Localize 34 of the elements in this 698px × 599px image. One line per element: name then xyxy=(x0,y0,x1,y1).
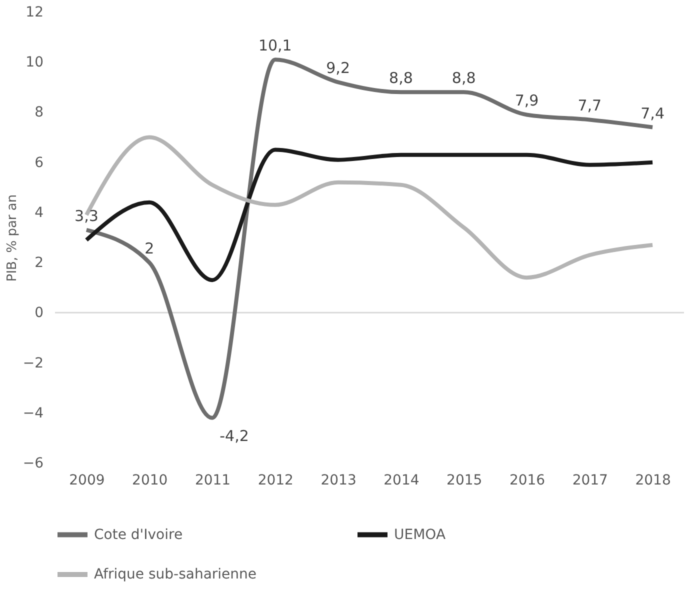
x-tick-label: 2013 xyxy=(320,472,356,488)
y-tick-label: 2 xyxy=(34,255,44,272)
x-tick-label: 2018 xyxy=(635,472,671,488)
data-label: 10,1 xyxy=(258,36,292,55)
data-label: 7,4 xyxy=(640,104,664,122)
data-label: 2 xyxy=(144,240,154,258)
y-tick-label: 0 xyxy=(34,305,44,322)
y-tick-label: −4 xyxy=(22,405,44,422)
data-label: 8,8 xyxy=(389,69,413,88)
y-tick-label: 8 xyxy=(34,104,44,121)
data-label: 7,9 xyxy=(514,92,539,110)
legend-label: Afrique sub-saharienne xyxy=(94,566,257,582)
x-tick-label: 2010 xyxy=(132,472,168,488)
x-tick-label: 2012 xyxy=(258,472,294,488)
x-tick-label: 2009 xyxy=(69,472,105,488)
legend-label: Cote d'Ivoire xyxy=(94,526,183,543)
x-tick-label: 2011 xyxy=(194,472,231,488)
y-tick-label: 10 xyxy=(26,54,44,71)
y-axis-title: PIB, % par an xyxy=(4,194,20,282)
y-tick-label: 6 xyxy=(34,154,44,171)
data-label: 7,7 xyxy=(578,96,602,115)
x-tick-label: 2014 xyxy=(384,472,420,488)
data-label: 8,8 xyxy=(452,69,476,88)
x-tick-label: 2017 xyxy=(572,472,608,488)
y-tick-label: 12 xyxy=(26,4,44,20)
legend-label: UEMOA xyxy=(394,526,446,543)
x-tick-label: 2016 xyxy=(509,472,546,488)
data-label: -4,2 xyxy=(220,426,249,445)
data-label: 9,2 xyxy=(326,59,350,78)
data-label: 3,3 xyxy=(74,206,98,225)
x-tick-label: 2015 xyxy=(446,472,482,488)
y-tick-label: −2 xyxy=(22,355,44,372)
y-tick-label: −6 xyxy=(22,456,44,472)
y-tick-label: 4 xyxy=(34,204,44,221)
